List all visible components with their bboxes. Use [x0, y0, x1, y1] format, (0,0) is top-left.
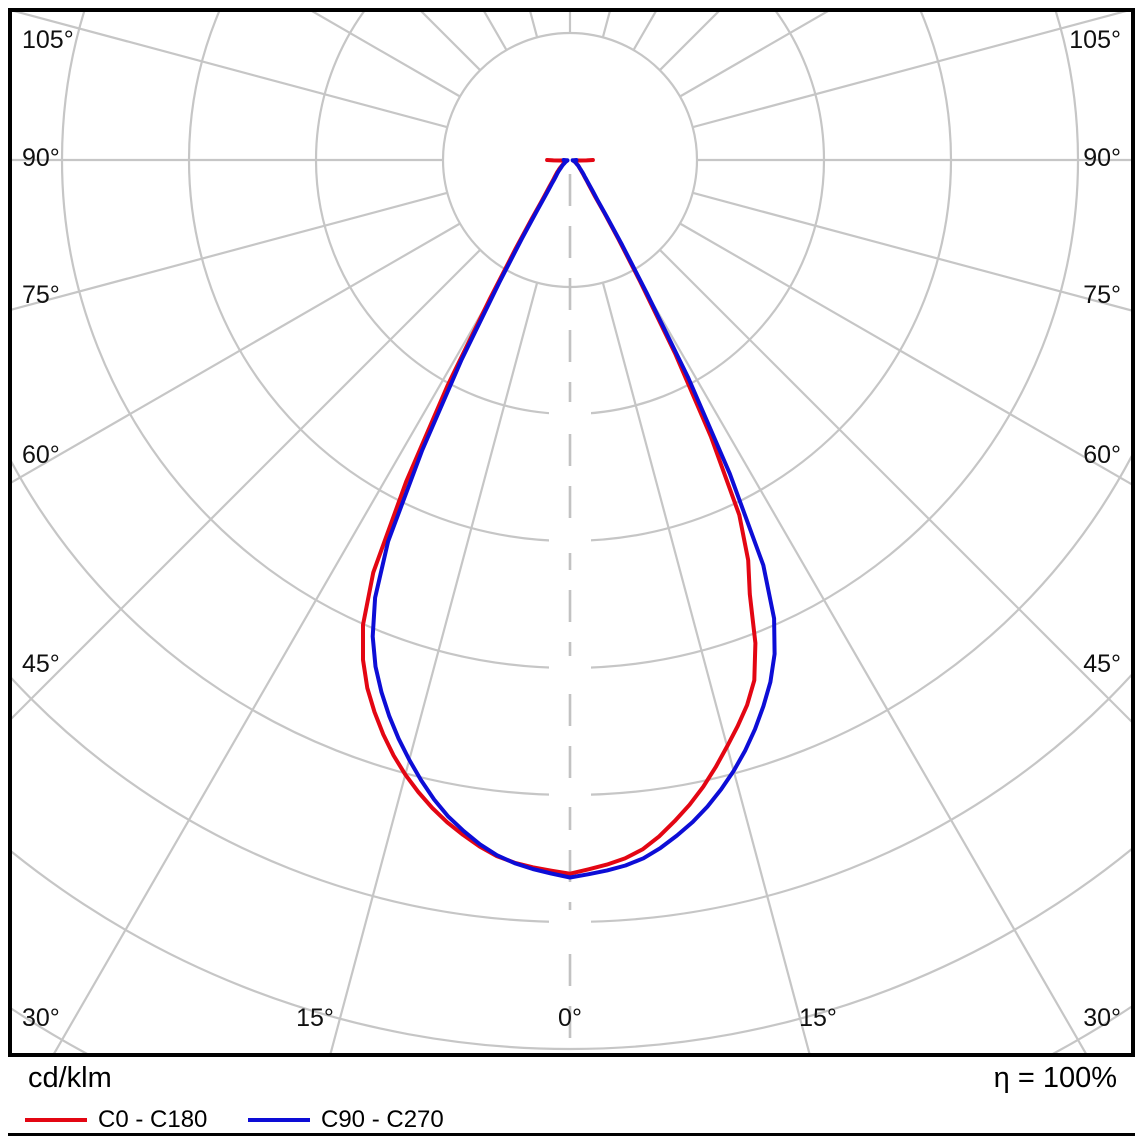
legend-swatch-c90-c270: [248, 1118, 310, 1122]
grid-radial-line: [529, 12, 539, 38]
legend-label-c0-c180: C0 - C180: [98, 1106, 208, 1133]
radius-tick-box: [549, 656, 591, 680]
grid-radial-line: [659, 12, 720, 71]
grid-radial-line: [632, 269, 1087, 1053]
efficiency-label: η = 100%: [993, 1062, 1117, 1094]
grid-radial-line: [12, 222, 461, 484]
legend-swatch-c0-c180: [25, 1118, 87, 1122]
grid-radial-line: [12, 191, 448, 311]
radius-tick-box: [549, 529, 591, 553]
grid-radial-line: [311, 12, 461, 98]
radius-tick-box: [549, 783, 591, 807]
polar-plot-frame: 105° 90° 75° 60° 45° 30° 15° 0° 15° 30° 45° 60° 75° 9…: [8, 8, 1135, 1057]
grid-radial-line: [679, 222, 1131, 486]
grid-radial-line: [679, 12, 829, 98]
curve-c0-c180: [361, 158, 758, 876]
grid-radial-line: [12, 249, 481, 720]
grid-radial-line: [632, 12, 657, 51]
legend-label-c90-c270: C90 - C270: [321, 1106, 444, 1133]
grid-radial-line: [601, 282, 811, 1053]
grid-radial-line: [601, 12, 611, 38]
grid-radial-line: [13, 12, 448, 129]
unit-label: cd/klm: [28, 1062, 112, 1094]
bottom-rule: [8, 1133, 1135, 1136]
grid-radial-line: [692, 12, 1127, 129]
radius-tick-box: [549, 402, 591, 426]
grid-radial-line: [53, 269, 508, 1053]
grid-radial-line: [692, 191, 1131, 312]
grid-radial-line: [659, 249, 1131, 723]
legend-item-c90-c270: C90 - C270: [248, 1106, 444, 1134]
grid-circle: [12, 847, 1131, 1050]
curve-c90-c270: [370, 158, 777, 880]
polar-plot: [12, 12, 1131, 1053]
radius-tick-boxes: [549, 402, 591, 934]
radius-tick-box: [549, 910, 591, 934]
grid-radial-line: [329, 282, 539, 1053]
legend-item-c0-c180: C0 - C180: [25, 1106, 207, 1134]
